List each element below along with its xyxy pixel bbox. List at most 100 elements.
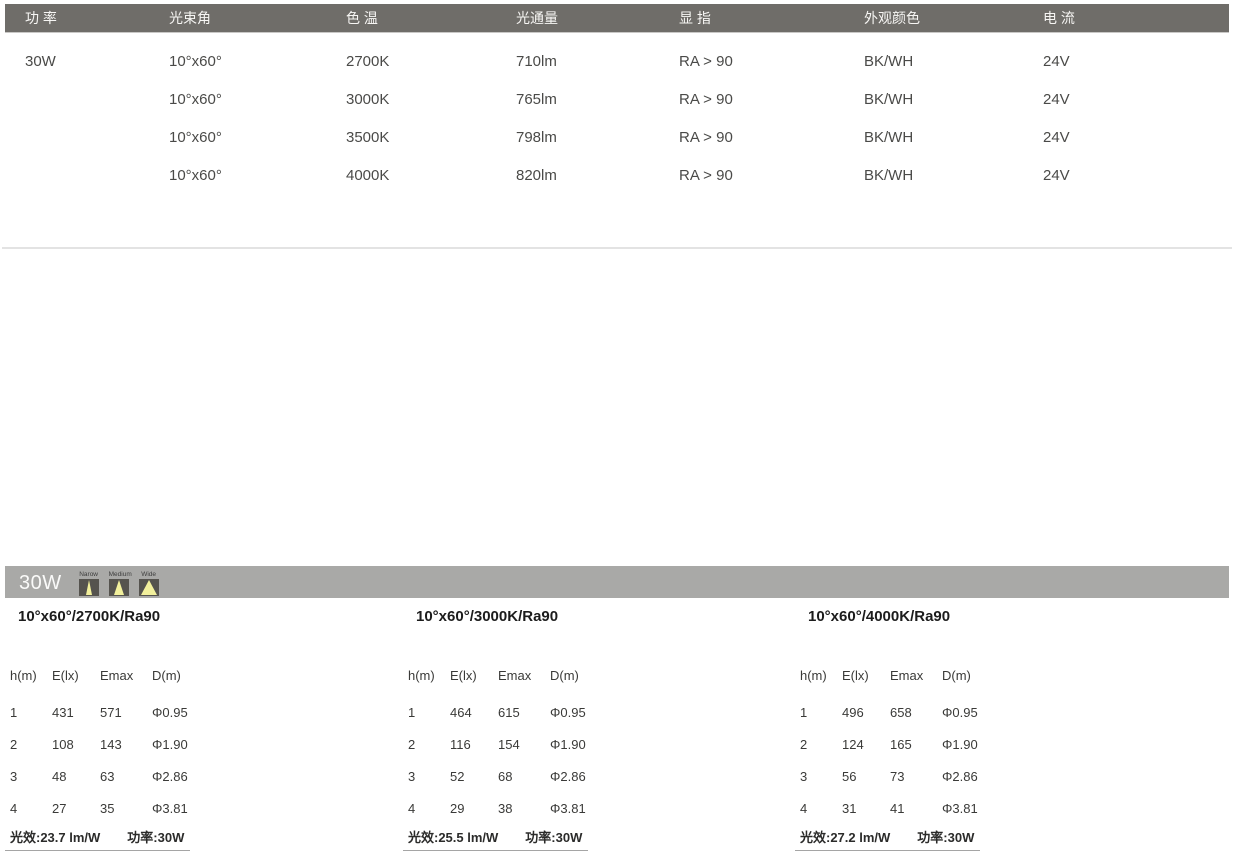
cell-finish: BK/WH — [864, 53, 914, 70]
cell-h: 2 — [408, 736, 416, 752]
cell-emax: 571 — [100, 704, 122, 720]
table-row: 2 124 165 Φ1.90 — [795, 728, 1010, 760]
table-row: 10°x60° 3500K 798lm RA > 90 BK/WH 24V — [25, 119, 1229, 157]
table-row: 1 431 571 Φ0.95 — [5, 696, 220, 728]
medium-beam-icon — [108, 579, 129, 596]
cell-elx: 27 — [52, 800, 67, 816]
col-h: h(m) — [408, 668, 435, 683]
cell-finish: BK/WH — [864, 167, 914, 184]
table-row: 4 29 38 Φ3.81 — [403, 792, 618, 824]
beam-option-medium: Medium — [108, 571, 132, 596]
cell-cct: 3000K — [346, 91, 390, 108]
cell-emax: 73 — [890, 768, 905, 784]
photometric-table-3000k: 10°x60°/3000K/Ra90 h(m) E(lx) Emax D(m) … — [403, 608, 618, 851]
col-emax: Emax — [100, 668, 134, 683]
cell-cct: 4000K — [346, 167, 390, 184]
cell-power: 30W — [25, 53, 56, 70]
cell-emax: 165 — [890, 736, 912, 752]
cell-d: Φ0.95 — [550, 704, 586, 720]
efficacy-value: 光效:25.5 lm/W — [408, 830, 499, 845]
cell-d: Φ3.81 — [550, 800, 586, 816]
cell-d: Φ2.86 — [152, 768, 188, 784]
col-elx: E(lx) — [450, 668, 477, 683]
cell-elx: 431 — [52, 704, 74, 720]
cell-h: 1 — [408, 704, 416, 720]
cell-emax: 615 — [498, 704, 520, 720]
cell-current: 24V — [1043, 167, 1070, 184]
cell-d: Φ2.86 — [942, 768, 978, 784]
beam-bar-power-label: 30W — [19, 572, 62, 594]
efficacy-value: 光效:23.7 lm/W — [10, 830, 101, 845]
cell-beam-angle: 10°x60° — [169, 167, 222, 184]
power-value: 功率:30W — [127, 830, 185, 845]
table-row: 10°x60° 4000K 820lm RA > 90 BK/WH 24V — [25, 157, 1229, 195]
cell-elx: 464 — [450, 704, 472, 720]
cell-beam-angle: 10°x60° — [169, 129, 222, 146]
cell-d: Φ2.86 — [550, 768, 586, 784]
cell-flux: 765lm — [516, 91, 557, 108]
cell-h: 1 — [10, 704, 18, 720]
cell-h: 3 — [408, 768, 416, 784]
cell-d: Φ1.90 — [942, 736, 978, 752]
table-row: 3 52 68 Φ2.86 — [403, 760, 618, 792]
cell-flux: 710lm — [516, 53, 557, 70]
photometric-table-2700k: 10°x60°/2700K/Ra90 h(m) E(lx) Emax D(m) … — [5, 608, 220, 851]
photometric-table-body: 1 431 571 Φ0.95 2 108 143 Φ1.90 3 48 63 … — [5, 696, 220, 824]
cell-emax: 63 — [100, 768, 115, 784]
photometric-table-title: 10°x60°/4000K/Ra90 — [808, 608, 951, 625]
photometric-table-4000k: 10°x60°/4000K/Ra90 h(m) E(lx) Emax D(m) … — [795, 608, 1010, 851]
cell-cri: RA > 90 — [679, 91, 733, 108]
spec-col-current: 电 流 — [1043, 10, 1075, 26]
table-row: 1 496 658 Φ0.95 — [795, 696, 1010, 728]
cell-h: 4 — [10, 800, 18, 816]
col-d: D(m) — [152, 668, 181, 683]
photometric-table-footer: 光效:27.2 lm/W 功率:30W — [795, 830, 980, 851]
cell-beam-angle: 10°x60° — [169, 53, 222, 70]
photometric-table-footer: 光效:25.5 lm/W 功率:30W — [403, 830, 588, 851]
photometric-section: 10°x60°/2700K/Ra90 h(m) E(lx) Emax D(m) … — [0, 608, 1234, 858]
cell-elx: 52 — [450, 768, 465, 784]
wide-beam-label: Wide — [141, 571, 157, 578]
table-row: 10°x60° 3000K 765lm RA > 90 BK/WH 24V — [25, 81, 1229, 119]
narrow-beam-label: Narow — [79, 571, 99, 578]
cell-d: Φ0.95 — [152, 704, 188, 720]
medium-beam-label: Medium — [108, 571, 132, 578]
cell-emax: 658 — [890, 704, 912, 720]
cell-beam-angle: 10°x60° — [169, 91, 222, 108]
cell-h: 3 — [10, 768, 18, 784]
cell-finish: BK/WH — [864, 91, 914, 108]
table-row: 1 464 615 Φ0.95 — [403, 696, 618, 728]
cell-current: 24V — [1043, 53, 1070, 70]
photometric-table-title: 10°x60°/3000K/Ra90 — [416, 608, 559, 625]
table-row: 4 31 41 Φ3.81 — [795, 792, 1010, 824]
narrow-beam-icon — [78, 579, 99, 596]
power-value: 功率:30W — [525, 830, 583, 845]
section-divider — [2, 247, 1232, 249]
photometric-table-footer: 光效:23.7 lm/W 功率:30W — [5, 830, 190, 851]
cell-flux: 798lm — [516, 129, 557, 146]
cell-cct: 3500K — [346, 129, 390, 146]
cell-cri: RA > 90 — [679, 53, 733, 70]
cell-d: Φ0.95 — [942, 704, 978, 720]
cell-elx: 116 — [450, 736, 471, 752]
cell-emax: 143 — [100, 736, 122, 752]
cell-power — [25, 81, 169, 119]
table-row: 3 48 63 Φ2.86 — [5, 760, 220, 792]
col-elx: E(lx) — [842, 668, 869, 683]
cell-cri: RA > 90 — [679, 129, 733, 146]
table-row: 30W 10°x60° 2700K 710lm RA > 90 BK/WH 24… — [25, 43, 1229, 81]
cell-d: Φ3.81 — [942, 800, 978, 816]
photometric-table-head: h(m) E(lx) Emax D(m) — [795, 668, 1010, 684]
col-h: h(m) — [10, 668, 37, 683]
cell-emax: 38 — [498, 800, 513, 816]
beam-options-bar: 30W Narow Medium Wide — [5, 566, 1229, 598]
cell-elx: 31 — [842, 800, 857, 816]
efficacy-value: 光效:27.2 lm/W — [800, 830, 891, 845]
power-value: 功率:30W — [917, 830, 975, 845]
cell-h: 1 — [800, 704, 808, 720]
cell-d: Φ1.90 — [152, 736, 188, 752]
cell-h: 4 — [408, 800, 416, 816]
cell-elx: 48 — [52, 768, 67, 784]
cell-h: 2 — [10, 736, 18, 752]
beam-option-wide: Wide — [138, 571, 159, 596]
